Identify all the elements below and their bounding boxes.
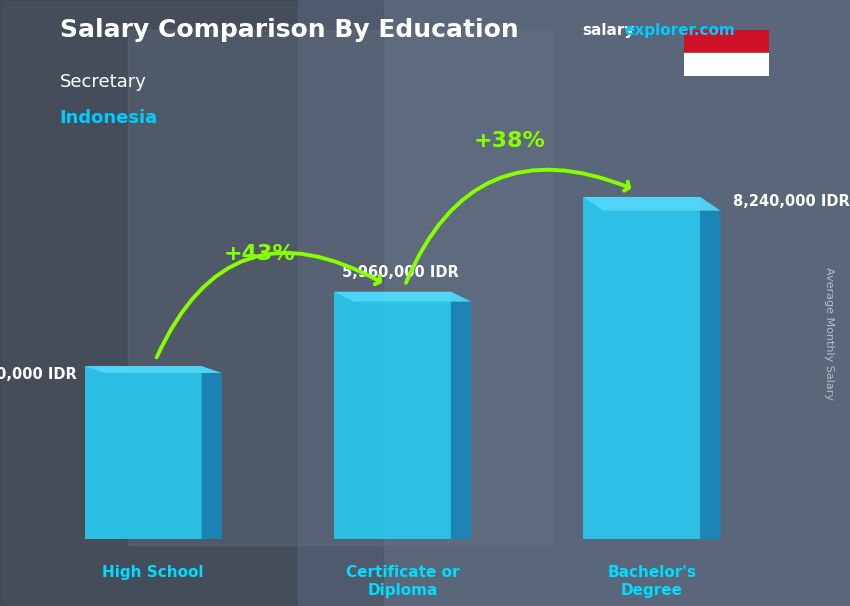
Text: +38%: +38%	[473, 131, 545, 151]
Text: Secretary: Secretary	[60, 73, 146, 91]
Text: explorer.com: explorer.com	[625, 23, 735, 38]
Bar	[128, 30, 552, 545]
Polygon shape	[334, 291, 471, 302]
Polygon shape	[201, 366, 222, 546]
Text: 8,240,000 IDR: 8,240,000 IDR	[733, 193, 850, 208]
Text: Salary Comparison By Education: Salary Comparison By Education	[60, 18, 519, 42]
Bar	[684, 53, 769, 76]
Polygon shape	[85, 366, 222, 373]
Polygon shape	[583, 197, 721, 211]
Bar	[684, 30, 769, 53]
Text: Certificate or
Diploma: Certificate or Diploma	[346, 565, 459, 598]
Text: salary: salary	[582, 23, 635, 38]
Text: +43%: +43%	[224, 244, 296, 264]
Text: Indonesia: Indonesia	[60, 109, 157, 127]
Text: 5,960,000 IDR: 5,960,000 IDR	[342, 265, 459, 280]
Text: 4,170,000 IDR: 4,170,000 IDR	[0, 367, 76, 382]
Text: High School: High School	[103, 565, 204, 580]
Polygon shape	[85, 366, 201, 539]
Text: Bachelor's
Degree: Bachelor's Degree	[608, 565, 696, 598]
Polygon shape	[700, 197, 721, 553]
Text: Average Monthly Salary: Average Monthly Salary	[824, 267, 834, 400]
Bar	[298, 0, 850, 606]
Polygon shape	[450, 291, 471, 549]
Bar	[0, 0, 382, 606]
Polygon shape	[583, 197, 700, 539]
Polygon shape	[334, 291, 450, 539]
